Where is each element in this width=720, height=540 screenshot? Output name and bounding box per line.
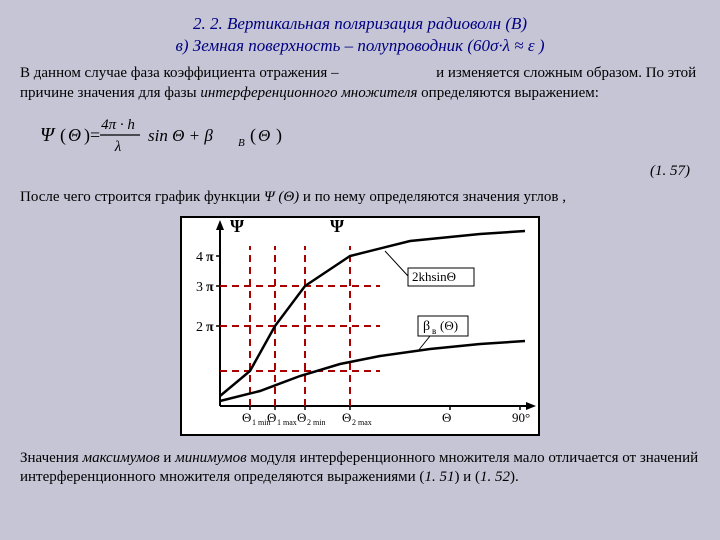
svg-text:Θ: Θ [342, 410, 351, 425]
p3-c: и [160, 450, 176, 466]
p3-a: Значения [20, 450, 83, 466]
svg-text:2: 2 [196, 320, 203, 335]
svg-text:(Θ): (Θ) [440, 318, 458, 333]
svg-text:Θ: Θ [242, 410, 251, 425]
lparen2: ( [250, 125, 256, 146]
svg-text:π: π [206, 320, 214, 335]
svg-text:2 max: 2 max [352, 418, 372, 427]
p3-i: ). [510, 469, 519, 485]
p2-a: После чего строится график функции [20, 189, 264, 205]
rparen: )= [84, 125, 100, 146]
svg-text:90°: 90° [512, 410, 530, 425]
svg-text:2 min: 2 min [307, 418, 325, 427]
paragraph-2: После чего строится график функции Ψ (Θ)… [20, 188, 700, 208]
svg-text:Ψ: Ψ [230, 216, 244, 236]
svg-text:Θ: Θ [297, 410, 306, 425]
p1-c: интерференционного множителя [200, 85, 417, 101]
svg-text:Θ: Θ [267, 410, 276, 425]
frac-bot: λ [114, 139, 122, 155]
svg-text:2khsinΘ: 2khsinΘ [412, 269, 456, 284]
p2-b: и по нему определяются значения углов [299, 189, 558, 205]
chart: ΨΨ4π3π2π2khsinΘβв(Θ)Θ1 minΘ1 maxΘ2 minΘ2… [180, 216, 540, 436]
formula-svg: Ψ ( Θ )= 4π · h λ sin Θ + β B ( Θ ) [40, 111, 360, 157]
p3-h: 1. 52 [480, 469, 510, 485]
frac-top: 4π · h [101, 117, 135, 133]
formula-157: Ψ ( Θ )= 4π · h λ sin Θ + β B ( Θ ) [40, 111, 700, 157]
eq-number: (1. 57) [20, 163, 690, 180]
title-line-1: 2. 2. Вертикальная поляризация радиоволн… [20, 14, 700, 34]
theta2: Θ [258, 126, 270, 145]
svg-text:1 max: 1 max [277, 418, 297, 427]
p3-d: минимумов [175, 450, 246, 466]
theta1: Θ [68, 125, 81, 145]
sin-part: sin Θ + β [148, 126, 213, 145]
svg-text:3: 3 [196, 280, 203, 295]
psi: Ψ [40, 124, 56, 146]
svg-text:в: в [432, 326, 436, 336]
p3-f: 1. 51 [424, 469, 454, 485]
p1-d: определяются выражением: [417, 85, 598, 101]
rparen2: ) [276, 125, 282, 146]
svg-text:4: 4 [196, 250, 203, 265]
p2-c: , [559, 189, 567, 205]
paragraph-1: В данном случае фаза коэффициента отраже… [20, 64, 700, 103]
sub-b: B [238, 137, 245, 149]
title-line-2: в) Земная поверхность – полупроводник (6… [20, 36, 700, 56]
p1-a: В данном случае фаза коэффициента отраже… [20, 65, 342, 81]
svg-text:Ψ: Ψ [330, 216, 344, 236]
lparen: ( [60, 125, 66, 146]
svg-text:Θ: Θ [442, 410, 451, 425]
p3-b: максимумов [83, 450, 160, 466]
svg-text:β: β [423, 319, 430, 334]
svg-text:π: π [206, 280, 214, 295]
p3-g: ) и ( [454, 469, 480, 485]
paragraph-3: Значения максимумов и минимумов модуля и… [20, 449, 700, 488]
svg-text:π: π [206, 250, 214, 265]
